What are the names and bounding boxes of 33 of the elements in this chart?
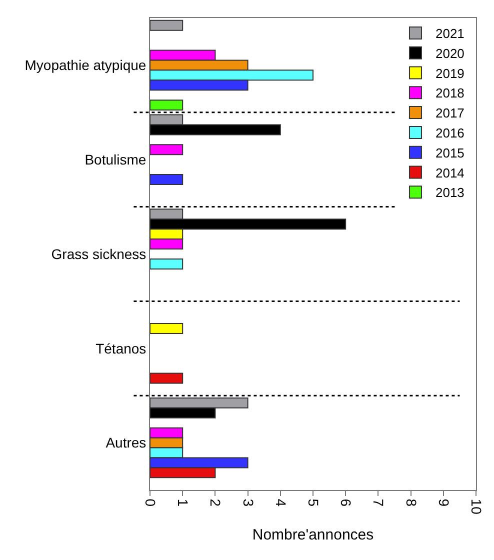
legend-label: 2018: [435, 86, 464, 101]
legend-label: 2021: [435, 26, 464, 42]
bar: [150, 258, 184, 270]
y-tick-label: Grass sickness: [51, 246, 146, 262]
y-tick-label: Botulisme: [84, 152, 146, 168]
legend-label: 2020: [435, 46, 464, 61]
bar: [150, 174, 184, 186]
x-tick-label: 10: [468, 498, 484, 515]
legend-label: 2014: [435, 165, 464, 180]
y-tick-label: Tétanos: [96, 340, 146, 356]
legend-label: 2016: [435, 126, 464, 141]
legend-label: 2019: [435, 66, 464, 81]
x-tick-label: 9: [436, 498, 452, 507]
legend-label: 2017: [435, 106, 464, 121]
bar: [150, 372, 184, 384]
bar: [150, 100, 184, 111]
legend-label: 2013: [435, 185, 464, 200]
x-tick-label: 8: [403, 498, 420, 507]
bar: [150, 20, 184, 31]
y-tick-label: Autres: [106, 434, 146, 451]
x-tick-label: 7: [370, 498, 387, 507]
x-tick-label: 1: [175, 498, 192, 507]
legend-label: 2015: [435, 145, 464, 160]
x-tick-label: 4: [272, 498, 289, 507]
x-tick-label: 2: [208, 498, 224, 507]
x-axis-title: Nombre'annonces: [252, 526, 374, 544]
x-tick-label: 3: [240, 498, 256, 507]
bar: [150, 322, 184, 334]
x-tick-label: 6: [338, 498, 354, 507]
x-tick-label: 0: [142, 498, 158, 507]
y-tick-label: Myopathie atypique: [24, 57, 146, 74]
bar: [150, 144, 184, 156]
x-tick-label: 5: [305, 498, 322, 507]
